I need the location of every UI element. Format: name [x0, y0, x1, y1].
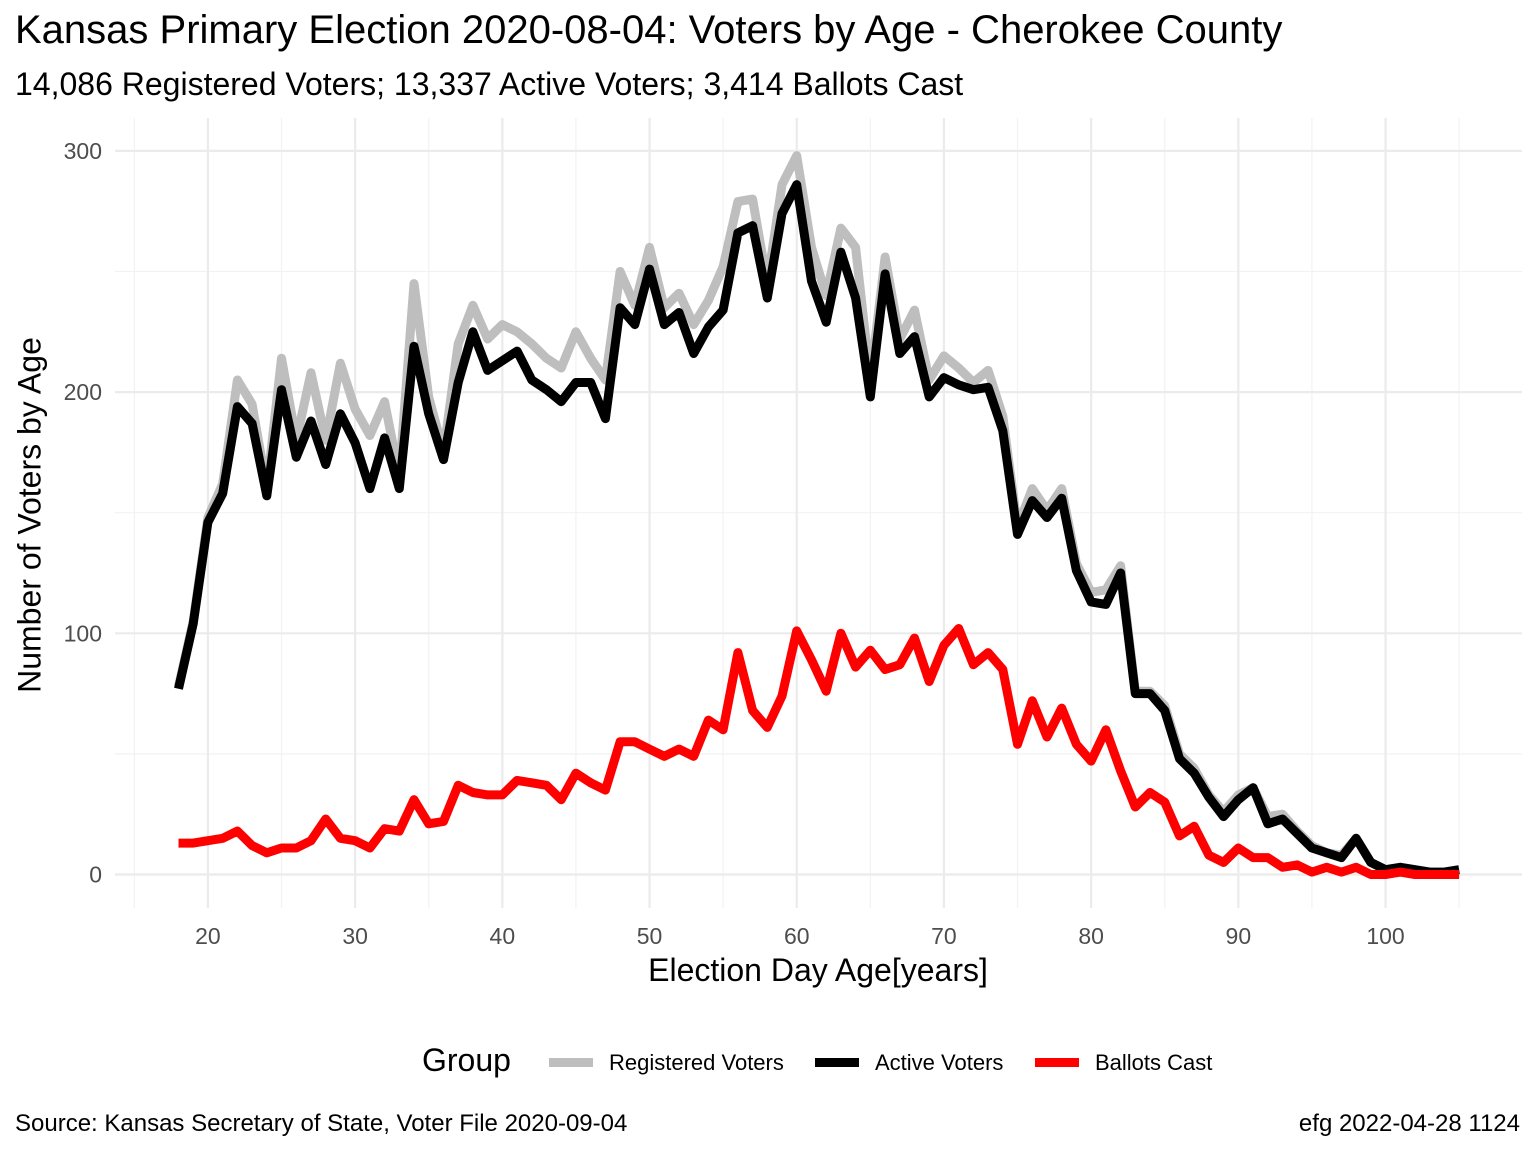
source-caption: Source: Kansas Secretary of State, Voter…: [15, 1110, 628, 1137]
timestamp-caption: efg 2022-04-28 1124: [1298, 1110, 1520, 1137]
series-lines: [174, 151, 1460, 879]
x-axis-label: Election Day Age[years]: [648, 952, 988, 988]
series-line-registered-voters: [174, 151, 1460, 877]
series-line-active-voters: [174, 180, 1460, 877]
x-tick-label: 70: [931, 923, 957, 949]
x-tick-label: 20: [195, 923, 221, 949]
legend-key-registered: [549, 1058, 593, 1067]
chart-subtitle: 14,086 Registered Voters; 13,337 Active …: [15, 66, 964, 102]
legend-label-registered: Registered Voters: [609, 1050, 784, 1075]
legend-key-ballots: [1035, 1058, 1079, 1067]
legend-key-active: [815, 1058, 859, 1067]
chart-title: Kansas Primary Election 2020-08-04: Vote…: [15, 8, 1283, 52]
x-tick-label: 50: [637, 923, 663, 949]
legend-label-ballots: Ballots Cast: [1095, 1050, 1213, 1075]
x-tick-label: 90: [1226, 923, 1252, 949]
legend-title: Group: [422, 1042, 511, 1078]
legend: Group Registered Voters Active Voters Ba…: [0, 1038, 1536, 1086]
y-tick-label: 300: [64, 138, 102, 164]
y-tick-label: 0: [89, 862, 102, 888]
x-tick-label: 30: [342, 923, 368, 949]
x-tick-label: 60: [784, 923, 810, 949]
x-tick-labels: 20 30 40 50 60 70 80 90 100: [195, 923, 1405, 949]
y-tick-label: 100: [64, 620, 102, 646]
y-axis-label: Number of Voters by Age: [11, 337, 48, 693]
legend-label-active: Active Voters: [875, 1050, 1004, 1075]
series-line-ballots-cast: [178, 624, 1460, 879]
y-tick-label: 200: [64, 379, 102, 405]
x-tick-label: 40: [490, 923, 516, 949]
grid-lines: [115, 118, 1522, 908]
x-tick-label: 80: [1078, 923, 1104, 949]
x-tick-label: 100: [1366, 923, 1404, 949]
y-tick-labels: 0 100 200 300: [64, 138, 102, 888]
